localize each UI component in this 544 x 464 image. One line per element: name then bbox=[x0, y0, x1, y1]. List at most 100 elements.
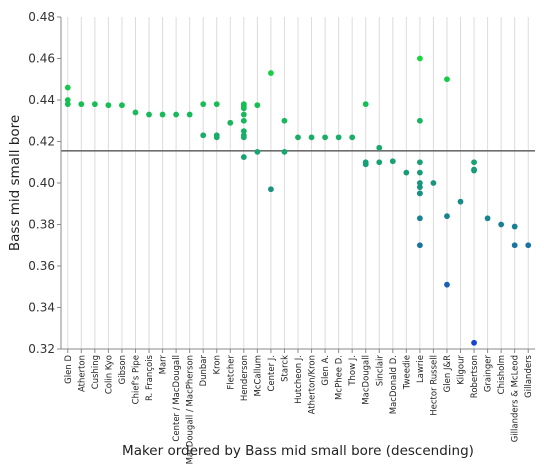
data-point bbox=[240, 117, 247, 124]
data-point bbox=[240, 128, 247, 135]
y-tick-label: 0.40 bbox=[28, 176, 55, 190]
data-point bbox=[240, 134, 247, 141]
x-category-label: MacDougall bbox=[362, 355, 372, 405]
data-point bbox=[416, 180, 423, 186]
x-category-label: Glen A. bbox=[321, 355, 331, 386]
y-tick-label: 0.48 bbox=[28, 10, 55, 24]
x-category-label: Thow J. bbox=[348, 355, 358, 387]
data-point bbox=[322, 134, 328, 141]
data-point bbox=[525, 242, 532, 249]
data-point bbox=[511, 223, 518, 230]
data-point bbox=[240, 105, 247, 112]
x-category-label: Dunbar bbox=[199, 354, 209, 386]
x-category-label: Chief's Pipe bbox=[131, 355, 141, 404]
x-category-label: Atherton/Kron bbox=[308, 355, 318, 414]
data-point bbox=[498, 221, 505, 228]
x-category-labels: Glen D Atherton Cushing Colin Kyo Gibson Chie… bbox=[64, 354, 534, 464]
x-category-label: Kron bbox=[213, 355, 223, 374]
y-tick-label: 0.36 bbox=[28, 259, 55, 273]
x-category-label: Center J. bbox=[267, 355, 277, 392]
data-point bbox=[240, 154, 247, 160]
data-point bbox=[186, 111, 193, 118]
x-category-label: Glen D bbox=[64, 355, 74, 384]
data-point bbox=[200, 101, 207, 108]
data-point bbox=[335, 134, 342, 141]
data-point bbox=[416, 184, 423, 191]
y-tick-label: 0.32 bbox=[28, 342, 55, 356]
y-tick-label: 0.42 bbox=[28, 135, 55, 149]
x-category-label: MacDougall / MacPherson bbox=[186, 355, 196, 464]
x-category-label: Robertson bbox=[470, 355, 480, 398]
data-point bbox=[64, 97, 71, 103]
data-point bbox=[295, 134, 301, 141]
data-point bbox=[471, 339, 477, 346]
data-point bbox=[471, 159, 477, 166]
x-category-label: Fletcher bbox=[226, 355, 236, 390]
x-category-label: MacDonald D. bbox=[389, 355, 399, 414]
y-tick-labels: 0.32 0.34 0.36 0.38 0.40 0.42 0.44 0.46 0.48 bbox=[28, 10, 55, 356]
data-point bbox=[389, 158, 396, 165]
data-point bbox=[105, 102, 112, 109]
grid-lines bbox=[67, 17, 529, 349]
data-point bbox=[64, 101, 71, 108]
x-category-label: R. François bbox=[145, 354, 155, 401]
data-point bbox=[213, 101, 220, 108]
x-category-label: Colin Kyo bbox=[104, 355, 114, 394]
y-tick-label: 0.46 bbox=[28, 52, 55, 66]
x-category-label: Hutcheon J. bbox=[294, 355, 304, 404]
x-category-label: Lawrie bbox=[416, 355, 426, 383]
x-category-label: Gillanders & McLeod bbox=[511, 355, 521, 442]
x-category-label: Henderson bbox=[240, 355, 250, 401]
data-point bbox=[64, 84, 71, 91]
x-category-label: McPhee D. bbox=[335, 355, 345, 400]
data-point bbox=[200, 132, 207, 139]
data-point bbox=[268, 70, 274, 76]
data-point bbox=[416, 169, 423, 176]
data-point bbox=[281, 148, 288, 155]
data-point bbox=[430, 180, 437, 186]
x-category-label: Starck bbox=[280, 355, 290, 382]
data-point bbox=[159, 111, 166, 118]
data-point bbox=[444, 213, 450, 220]
x-category-label: Chisholm bbox=[497, 355, 507, 394]
data-point bbox=[362, 161, 369, 168]
data-point bbox=[254, 102, 261, 109]
data-point bbox=[416, 55, 423, 62]
x-category-label: Gibson bbox=[118, 355, 128, 384]
data-point bbox=[132, 109, 139, 116]
data-points bbox=[64, 55, 532, 346]
data-point bbox=[254, 148, 261, 155]
data-point bbox=[91, 101, 98, 108]
data-point bbox=[376, 159, 383, 166]
x-category-label: Kilgour bbox=[457, 355, 467, 385]
x-category-label: Grainger bbox=[484, 355, 494, 393]
data-point bbox=[444, 281, 450, 288]
data-point bbox=[484, 215, 491, 222]
data-point bbox=[416, 215, 423, 222]
data-point bbox=[173, 111, 180, 118]
data-point bbox=[146, 111, 152, 118]
y-tick-label: 0.34 bbox=[28, 301, 55, 315]
data-point bbox=[416, 190, 423, 197]
data-point bbox=[444, 76, 450, 83]
y-axis-title: Bass mid small bore bbox=[7, 115, 23, 251]
data-point bbox=[457, 198, 464, 205]
axes bbox=[57, 16, 535, 353]
x-category-label: Cushing bbox=[91, 355, 101, 389]
y-tick-label: 0.44 bbox=[28, 93, 55, 107]
data-point bbox=[362, 101, 369, 108]
x-category-label: Tweedie bbox=[402, 355, 412, 390]
data-point bbox=[349, 134, 356, 141]
x-axis-title: Maker ordered by Bass mid small bore (de… bbox=[122, 443, 474, 459]
data-point bbox=[78, 101, 85, 108]
y-tick-label: 0.38 bbox=[28, 218, 55, 232]
x-category-label: McCallum bbox=[253, 355, 263, 397]
x-category-label: Marr bbox=[159, 355, 169, 375]
data-point bbox=[308, 134, 315, 141]
x-category-label: Atherton bbox=[77, 355, 87, 392]
data-point bbox=[376, 144, 383, 151]
data-point bbox=[416, 242, 423, 249]
data-point bbox=[471, 167, 477, 174]
